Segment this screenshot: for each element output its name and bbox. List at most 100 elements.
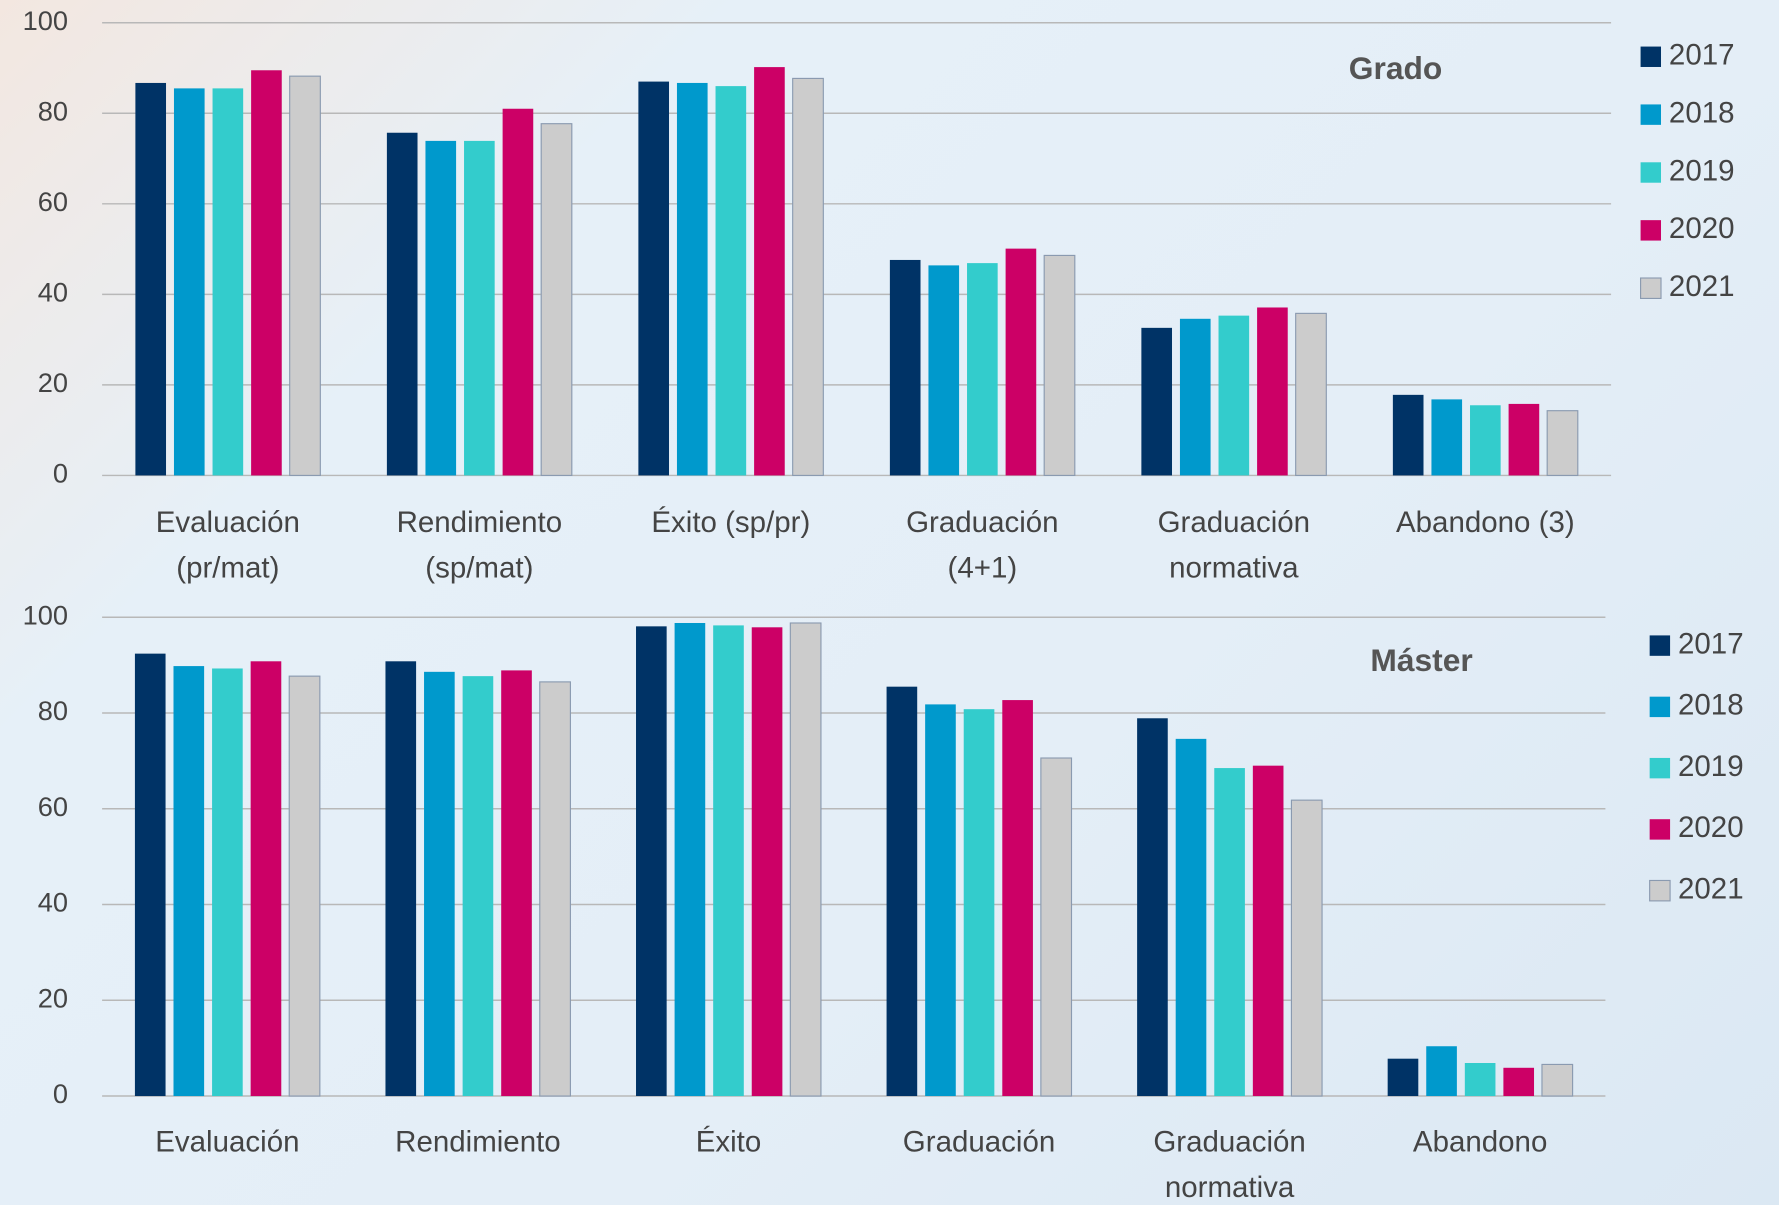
legend-swatch	[1640, 104, 1662, 125]
legend-label: 2021	[1669, 270, 1735, 303]
chart-title: Máster	[1370, 642, 1472, 678]
bar	[1426, 1046, 1457, 1097]
x-tick-label: Evaluación	[155, 1125, 299, 1158]
x-tick-label: Abandono	[1413, 1125, 1547, 1158]
y-tick-label: 60	[38, 791, 68, 822]
y-tick-label: 100	[23, 5, 68, 36]
legend-swatch	[1649, 757, 1671, 779]
legend-label: 2017	[1678, 627, 1744, 660]
bar	[754, 67, 785, 476]
y-tick-label: 20	[38, 982, 68, 1013]
bar	[134, 653, 166, 1097]
bar	[1179, 318, 1211, 476]
bar	[1546, 410, 1579, 476]
bar	[386, 132, 418, 476]
x-tick-label: Éxito (sp/pr)	[651, 506, 810, 539]
x-tick-label: Graduación	[906, 506, 1058, 539]
bar	[889, 259, 921, 476]
x-tick-label: (pr/mat)	[176, 551, 279, 584]
legend-swatch	[1649, 696, 1671, 718]
bar	[540, 123, 573, 476]
x-tick-label: (sp/mat)	[425, 551, 533, 584]
bar	[715, 86, 747, 476]
bar	[1043, 254, 1076, 476]
bar	[1002, 700, 1033, 1097]
bar	[385, 661, 417, 1097]
bar	[1470, 405, 1501, 476]
y-tick-label: 0	[53, 458, 68, 489]
bar	[173, 88, 205, 476]
x-tick-label: normativa	[1169, 551, 1299, 584]
bar	[1392, 394, 1424, 476]
legend-swatch	[1649, 635, 1671, 656]
bar	[462, 676, 494, 1097]
x-tick-label: Graduación	[1153, 1125, 1305, 1158]
legend-swatch	[1640, 162, 1662, 183]
bar	[250, 661, 282, 1097]
bar	[1040, 757, 1073, 1097]
bar	[1387, 1058, 1419, 1097]
x-tick-label: normativa	[1165, 1171, 1295, 1204]
legend-label: 2019	[1669, 154, 1735, 187]
bar	[501, 670, 532, 1097]
bar	[1257, 307, 1288, 476]
bar	[539, 681, 571, 1097]
bar	[1218, 315, 1250, 476]
bar	[1541, 1063, 1574, 1097]
bar	[251, 70, 282, 476]
bar	[288, 675, 321, 1097]
bar	[1295, 312, 1327, 476]
y-tick-label: 60	[38, 186, 68, 217]
bar	[1464, 1063, 1496, 1097]
bar	[925, 704, 956, 1097]
y-tick-label: 40	[38, 887, 68, 918]
y-tick-label: 100	[23, 599, 68, 630]
bar	[928, 265, 960, 476]
bar	[886, 686, 918, 1097]
bar	[676, 82, 708, 476]
y-tick-label: 40	[38, 277, 68, 308]
legend-label: 2021	[1678, 872, 1744, 905]
bar	[638, 81, 670, 476]
legend-swatch	[1640, 46, 1662, 67]
legend-swatch	[1640, 220, 1662, 241]
bar	[173, 666, 205, 1097]
bar	[212, 668, 243, 1097]
bar	[1508, 403, 1540, 476]
legend-label: 2017	[1669, 39, 1735, 72]
x-tick-label: Graduación	[1158, 506, 1310, 539]
bar	[674, 622, 706, 1097]
bar	[425, 140, 457, 476]
bar	[1175, 738, 1207, 1097]
bar	[1141, 327, 1173, 476]
bar	[789, 622, 822, 1097]
bar	[1290, 799, 1323, 1097]
bar	[713, 625, 744, 1097]
legend-label: 2020	[1669, 212, 1735, 245]
bar	[636, 626, 667, 1097]
bar	[1137, 718, 1168, 1097]
bar	[135, 82, 167, 476]
legend-label: 2018	[1678, 689, 1744, 722]
bar	[289, 75, 321, 476]
bar	[1214, 768, 1245, 1097]
x-tick-label: Rendimiento	[397, 506, 563, 539]
bar	[751, 627, 783, 1097]
bar	[464, 140, 495, 476]
y-tick-label: 80	[38, 95, 68, 126]
bar	[1503, 1067, 1535, 1097]
y-tick-label: 20	[38, 367, 68, 398]
x-tick-label: Graduación	[903, 1125, 1055, 1158]
x-tick-label: Abandono (3)	[1396, 506, 1575, 539]
bar	[963, 709, 995, 1097]
bar	[792, 77, 824, 476]
legend-label: 2020	[1678, 811, 1744, 844]
bar	[1005, 248, 1037, 476]
y-tick-label: 80	[38, 695, 68, 726]
bar	[1252, 765, 1284, 1097]
legend-swatch	[1649, 819, 1671, 840]
legend-label: 2019	[1678, 750, 1744, 783]
legend-swatch	[1649, 879, 1671, 902]
chart-title: Grado	[1349, 50, 1442, 86]
